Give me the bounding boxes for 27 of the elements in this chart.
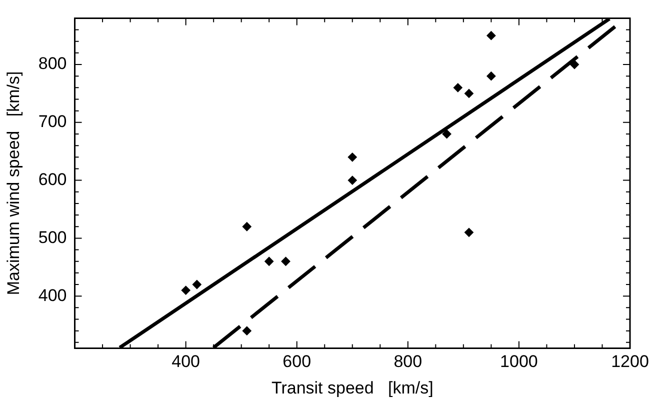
point xyxy=(486,31,496,40)
x-axis-title: Transit speed [km/s] xyxy=(271,378,434,398)
x-tick-label: 400 xyxy=(172,352,200,372)
point xyxy=(281,256,290,266)
point xyxy=(192,280,202,290)
point xyxy=(464,228,474,237)
point xyxy=(181,286,190,295)
point xyxy=(242,222,252,232)
x-tick-label: 1000 xyxy=(500,352,538,372)
point xyxy=(442,129,452,138)
point xyxy=(464,88,474,98)
point xyxy=(348,152,357,162)
point xyxy=(348,176,357,185)
point xyxy=(264,256,274,266)
point xyxy=(570,60,579,70)
point xyxy=(242,326,252,336)
point xyxy=(453,83,462,92)
y-tick-label: 600 xyxy=(38,170,67,189)
y-axis-title: Maximum wind speed [km/s] xyxy=(4,71,23,296)
x-tick-label: 1200 xyxy=(611,352,649,372)
y-tick-label: 700 xyxy=(38,112,67,132)
x-tick-label: 600 xyxy=(282,352,312,372)
y-tick-label: 400 xyxy=(38,286,67,305)
y-tick-label: 800 xyxy=(38,54,67,74)
point xyxy=(486,72,496,81)
x-tick-label: 800 xyxy=(394,352,422,372)
y-tick-label: 500 xyxy=(38,228,67,247)
